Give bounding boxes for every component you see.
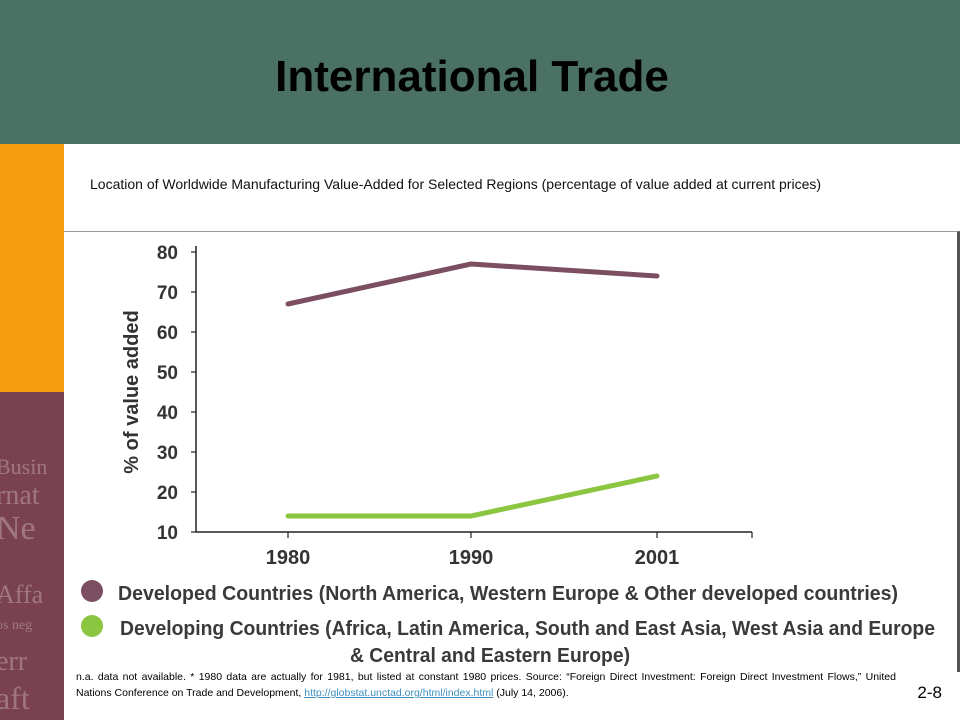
legend-marker-developing <box>81 615 103 637</box>
x-tick-label: 2001 <box>635 547 680 569</box>
footnote-text: n.a. data not available. * 1980 data are… <box>76 671 896 699</box>
slide-number: 2-8 <box>917 683 942 702</box>
slide-title: International Trade <box>275 52 669 101</box>
chart-caption: Location of Worldwide Manufacturing Valu… <box>90 176 822 192</box>
decorative-word: err <box>0 646 28 677</box>
footnote-date: (July 14, 2006). <box>493 687 569 699</box>
decorative-word: aft <box>0 680 30 716</box>
legend-label-developing: Developing Countries (Africa, Latin Amer… <box>120 618 935 667</box>
y-axis-label: % of value added <box>121 310 143 473</box>
decorative-word: Ne <box>0 510 36 547</box>
y-tick-label: 40 <box>157 403 178 424</box>
decorative-word: os neg <box>0 618 33 633</box>
decorative-word: rnat <box>0 480 40 511</box>
header-banner <box>0 0 960 144</box>
decorative-word: Busin <box>0 454 48 479</box>
y-tick-label: 20 <box>157 483 178 504</box>
y-tick-label: 60 <box>157 323 178 344</box>
chart-frame <box>64 231 960 672</box>
decorative-word: Affa <box>0 580 44 609</box>
y-tick-label: 80 <box>157 243 178 264</box>
footnote: n.a. data not available. * 1980 data are… <box>76 669 896 701</box>
y-tick-label: 30 <box>157 443 178 464</box>
legend-marker-developed <box>81 580 103 602</box>
series-line-developing <box>285 473 660 519</box>
y-tick-label: 10 <box>157 523 178 544</box>
y-tick-label: 50 <box>157 363 178 384</box>
source-link[interactable]: http://globstat.unctad.org/html/index.ht… <box>304 687 494 699</box>
x-tick-label: 1990 <box>449 547 494 569</box>
series-line-developed <box>285 261 660 307</box>
orange-accent-bar <box>0 144 64 392</box>
y-tick-label: 70 <box>157 283 178 304</box>
x-tick-label: 1980 <box>266 547 311 569</box>
legend-label-developed: Developed Countries (North America, West… <box>118 583 898 605</box>
